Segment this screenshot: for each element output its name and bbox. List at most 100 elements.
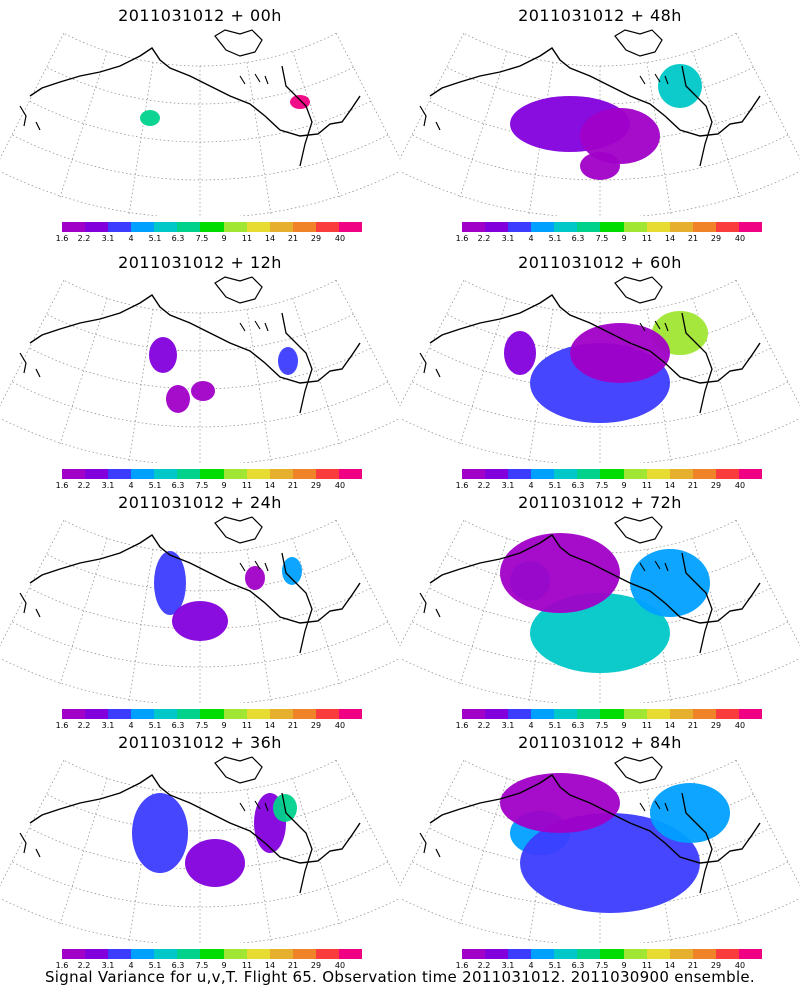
legend-swatch (269, 949, 293, 959)
variance-shading (570, 323, 670, 383)
legend-swatch (738, 469, 763, 479)
legend-swatch (508, 709, 532, 719)
map-panel-48h: 2011031012 + 48h 1.6 2.2 3.1 4 5.1 6.3 7.5 9 11 1… (400, 0, 800, 243)
coastline (419, 592, 441, 618)
legend-label: 29 (710, 481, 722, 490)
coastline-islands (639, 73, 669, 85)
legend-swatch (315, 709, 339, 719)
legend-swatch (85, 222, 109, 232)
legend-swatch (62, 709, 86, 719)
graticule-meridian (246, 309, 272, 463)
variance-shading (580, 152, 620, 180)
coastline (681, 552, 713, 654)
legend-label: 6.3 (571, 721, 585, 730)
legend-label: 2.2 (477, 481, 491, 490)
coastline-islands (614, 29, 663, 57)
legend-swatch (646, 949, 670, 959)
legend-label: 2.2 (477, 234, 491, 243)
map-plot (400, 29, 800, 216)
figure-caption: Signal Variance for u,v,T. Flight 65. Ob… (44, 968, 756, 986)
legend-swatch (692, 469, 716, 479)
legend-label: 3.1 (501, 721, 515, 730)
legend-label: 6.3 (171, 721, 185, 730)
legend-swatch (485, 709, 509, 719)
graticule-meridian (400, 33, 465, 160)
coastline (429, 534, 761, 624)
legend-label: 14 (264, 721, 276, 730)
graticule-meridian (335, 520, 400, 647)
legend-swatch (131, 949, 155, 959)
legend-swatch (669, 949, 693, 959)
graticule-meridian (459, 298, 508, 446)
map-plot (400, 516, 800, 703)
graticule-arc (29, 100, 371, 143)
legend-label: 7.5 (595, 961, 609, 970)
graticule-meridian (0, 33, 65, 160)
coastline (281, 552, 313, 654)
variance-shading (172, 601, 228, 641)
legend-swatch (108, 469, 132, 479)
legend-swatch (200, 949, 224, 959)
panel-title: 2011031012 + 12h (118, 253, 282, 272)
legend-label: 29 (310, 961, 322, 970)
legend-swatch (223, 949, 247, 959)
legend-label: 29 (710, 721, 722, 730)
coastline (281, 65, 313, 167)
legend-label: 11 (641, 234, 653, 243)
legend-label: 7.5 (595, 234, 609, 243)
legend-swatch (715, 469, 739, 479)
legend-swatch (669, 469, 693, 479)
graticule-meridian (0, 280, 65, 407)
legend-swatch (738, 222, 763, 232)
map-plot (0, 276, 400, 463)
legend-swatch (85, 709, 109, 719)
legend-label: 29 (310, 481, 322, 490)
legend-swatch (108, 709, 132, 719)
legend-label: 3.1 (101, 721, 115, 730)
coastline (281, 792, 313, 894)
legend-swatch (531, 222, 555, 232)
legend-swatch (269, 469, 293, 479)
graticule-meridian (128, 309, 154, 463)
legend-label: 14 (264, 961, 276, 970)
legend-label: 4 (128, 234, 134, 243)
coastline (681, 312, 713, 414)
legend-swatch (715, 709, 739, 719)
color-legend (462, 469, 763, 479)
legend-swatch (246, 949, 270, 959)
graticule-meridian (128, 62, 154, 216)
legend-swatch (692, 709, 716, 719)
graticule-meridian (400, 520, 465, 647)
legend-swatch (738, 949, 763, 959)
color-legend (462, 949, 763, 959)
legend-label: 1.6 (55, 961, 69, 970)
legend-label: 21 (687, 961, 699, 970)
panel-title: 2011031012 + 24h (118, 493, 282, 512)
legend-labels: 1.6 2.2 3.1 4 5.1 6.3 7.5 9 11 14 21 29 40 (40, 961, 380, 971)
legend-label: 21 (287, 234, 299, 243)
legend-label: 4 (528, 961, 534, 970)
coastline-islands (214, 516, 263, 544)
legend-labels: 1.6 2.2 3.1 4 5.1 6.3 7.5 9 11 14 21 29 40 (40, 721, 380, 731)
legend-swatch (715, 222, 739, 232)
legend-swatch (508, 469, 532, 479)
legend-label: 21 (287, 721, 299, 730)
panel-title: 2011031012 + 60h (518, 253, 682, 272)
legend-swatch (554, 949, 578, 959)
map-plot (0, 756, 400, 943)
coastline-islands (614, 756, 663, 784)
coastline-islands (614, 276, 663, 304)
legend-swatch (85, 469, 109, 479)
legend-label: 11 (641, 961, 653, 970)
legend-swatch (646, 469, 670, 479)
coastline (419, 352, 441, 378)
legend-label: 40 (734, 481, 746, 490)
graticule-meridian (459, 538, 508, 686)
legend-label: 11 (241, 481, 253, 490)
legend-swatch (577, 949, 601, 959)
variance-shading (520, 813, 700, 913)
legend-swatch (600, 949, 624, 959)
legend-swatch (646, 222, 670, 232)
variance-shading (185, 839, 245, 887)
graticule-meridian (292, 778, 341, 926)
